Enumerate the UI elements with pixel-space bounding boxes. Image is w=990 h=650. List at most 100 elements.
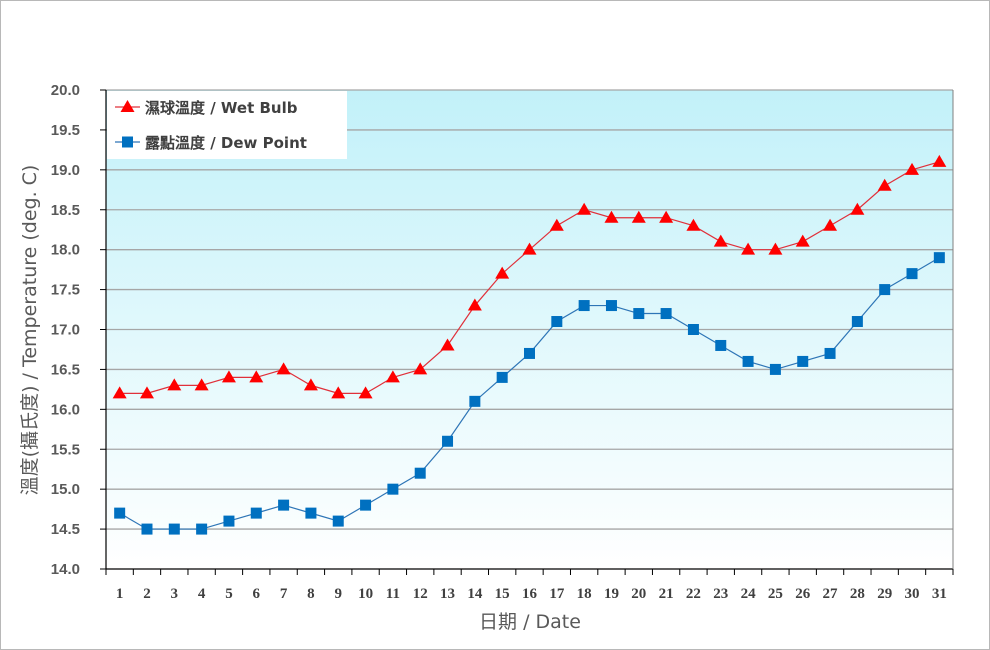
y-tick-label: 15.0 xyxy=(51,481,80,498)
data-series xyxy=(112,154,947,535)
triangle-marker xyxy=(631,210,646,223)
x-tick-label: 31 xyxy=(932,586,947,602)
x-tick-label: 4 xyxy=(198,586,206,602)
square-marker xyxy=(360,499,372,511)
square-marker xyxy=(578,300,590,312)
x-tick-label: 22 xyxy=(686,586,701,602)
triangle-marker xyxy=(577,202,592,215)
x-tick-label: 3 xyxy=(171,586,179,602)
triangle-marker xyxy=(139,386,154,399)
x-axis-ticks: 1 2 3 4 5 6 7 8 9 10 11 12 13 14 15 16 17 18 19 20 21 22 23 24 2… xyxy=(116,586,947,602)
y-tick-label: 18.5 xyxy=(51,202,80,219)
legend-label: 露點溫度 / Dew Point xyxy=(145,134,307,152)
y-tick-label: 15.5 xyxy=(51,441,80,458)
square-marker xyxy=(141,523,153,535)
x-tick-label: 23 xyxy=(713,586,728,602)
y-tick-label: 17.0 xyxy=(51,322,80,339)
x-tick-label: 9 xyxy=(334,586,342,602)
square-marker xyxy=(824,347,836,359)
square-marker xyxy=(387,483,399,495)
triangle-marker xyxy=(440,338,455,351)
legend-item: 露點溫度 / Dew Point xyxy=(115,134,307,152)
triangle-marker xyxy=(522,242,537,255)
square-marker xyxy=(168,523,180,535)
triangle-marker xyxy=(467,298,482,311)
triangle-marker xyxy=(686,218,701,231)
y-tick-label: 20.0 xyxy=(51,82,80,99)
triangle-marker xyxy=(413,362,428,375)
square-marker xyxy=(851,316,863,328)
square-marker xyxy=(933,252,945,264)
triangle-marker xyxy=(659,210,674,223)
y-tick-label: 19.5 xyxy=(51,122,80,139)
square-marker xyxy=(332,515,344,527)
series-dew-point xyxy=(114,252,945,535)
legend: 濕球溫度 / Wet Bulb 露點溫度 / Dew Point xyxy=(107,91,347,159)
x-tick-label: 11 xyxy=(386,586,400,602)
square-marker xyxy=(196,523,208,535)
square-marker xyxy=(223,515,235,527)
triangle-marker xyxy=(905,162,920,175)
square-marker xyxy=(660,308,672,320)
triangle-marker xyxy=(331,386,346,399)
triangle-marker xyxy=(303,378,318,391)
x-tick-label: 25 xyxy=(768,586,783,602)
x-tick-label: 5 xyxy=(225,586,233,602)
square-marker xyxy=(250,507,262,519)
y-axis-title: 溫度(攝氏度) / Temperature (deg. C) xyxy=(19,165,41,496)
square-marker xyxy=(797,355,809,367)
triangle-marker xyxy=(194,378,209,391)
x-tick-label: 19 xyxy=(604,586,619,602)
triangle-marker xyxy=(167,378,182,391)
x-tick-label: 15 xyxy=(495,586,510,602)
square-marker xyxy=(605,300,617,312)
legend-item: 濕球溫度 / Wet Bulb xyxy=(115,99,298,117)
x-tick-label: 20 xyxy=(631,586,646,602)
x-tick-label: 1 xyxy=(116,586,124,602)
triangle-marker xyxy=(850,202,865,215)
square-marker xyxy=(879,284,891,296)
x-tick-label: 17 xyxy=(549,586,565,602)
triangle-marker xyxy=(358,386,373,399)
triangle-marker xyxy=(249,370,264,383)
x-tick-label: 27 xyxy=(823,586,839,602)
x-tick-label: 29 xyxy=(877,586,892,602)
legend-label: 濕球溫度 / Wet Bulb xyxy=(145,99,298,117)
triangle-marker xyxy=(823,218,838,231)
square-marker xyxy=(305,507,317,519)
square-marker xyxy=(742,355,754,367)
triangle-marker xyxy=(877,178,892,191)
square-marker xyxy=(278,499,290,511)
x-tick-label: 10 xyxy=(358,586,373,602)
x-tick-label: 12 xyxy=(413,586,428,602)
y-tick-label: 19.0 xyxy=(51,162,80,179)
triangle-marker xyxy=(221,370,236,383)
y-tick-label: 16.0 xyxy=(51,401,80,418)
triangle-marker xyxy=(120,100,135,112)
x-tick-label: 21 xyxy=(659,586,674,602)
x-tick-label: 26 xyxy=(795,586,811,602)
square-marker xyxy=(769,363,781,375)
triangle-marker xyxy=(276,362,291,375)
triangle-marker xyxy=(495,266,510,279)
x-tick-label: 30 xyxy=(905,586,920,602)
square-marker xyxy=(496,371,508,383)
gridlines xyxy=(106,89,953,530)
square-marker xyxy=(524,347,535,359)
y-tick-label: 17.5 xyxy=(51,282,80,299)
x-tick-label: 8 xyxy=(307,586,315,602)
square-marker xyxy=(633,308,645,320)
triangle-marker xyxy=(741,242,756,255)
series-wet-bulb xyxy=(112,154,947,399)
triangle-marker xyxy=(549,218,564,231)
y-tick-label: 18.0 xyxy=(51,242,80,259)
axes xyxy=(100,89,954,575)
x-tick-label: 13 xyxy=(440,586,455,602)
triangle-marker xyxy=(112,386,127,399)
x-tick-label: 7 xyxy=(280,586,288,602)
square-marker xyxy=(906,268,918,280)
x-tick-label: 24 xyxy=(741,586,757,602)
triangle-marker xyxy=(768,242,783,255)
square-marker xyxy=(442,435,454,447)
